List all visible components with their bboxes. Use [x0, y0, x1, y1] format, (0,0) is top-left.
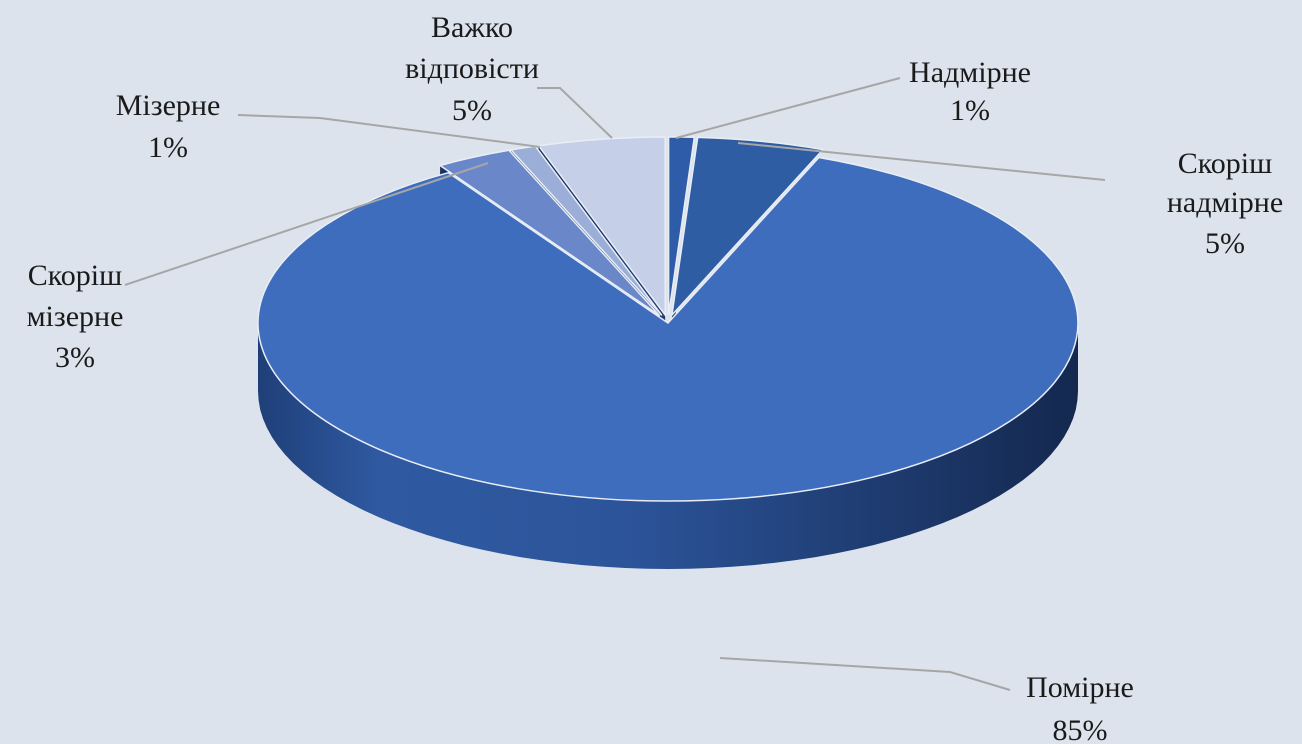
data-label-value: 3%	[55, 341, 95, 374]
pie-side-3	[258, 323, 1078, 569]
leader-line	[237, 114, 541, 148]
leader-line	[737, 142, 1106, 181]
data-label-value: 1%	[950, 94, 990, 127]
data-label-value: 1%	[148, 131, 188, 164]
data-label-category: надмірне	[1167, 186, 1283, 219]
data-label-value: 85%	[1053, 714, 1108, 744]
leader-line	[675, 77, 901, 139]
data-label-category: Скоріш	[1178, 147, 1273, 180]
leader-line	[719, 657, 1011, 691]
data-label-category: Мізерне	[116, 89, 221, 122]
data-label-category: відповісти	[405, 52, 539, 85]
data-label-value: 5%	[1205, 227, 1245, 260]
pie-slice	[670, 136, 825, 318]
pie-slice	[257, 156, 1079, 502]
pie-slice	[537, 136, 666, 318]
data-label-category: Помірне	[1026, 671, 1134, 704]
data-label-category: Скоріш	[28, 259, 123, 292]
leader-line	[537, 87, 613, 139]
leader-line	[124, 162, 489, 286]
data-label-category: Надмірне	[909, 56, 1031, 89]
pie-slice	[438, 149, 661, 317]
data-label-category: мізерне	[27, 300, 124, 333]
data-label-value: 5%	[452, 94, 492, 127]
data-label-category: Важко	[431, 11, 513, 44]
